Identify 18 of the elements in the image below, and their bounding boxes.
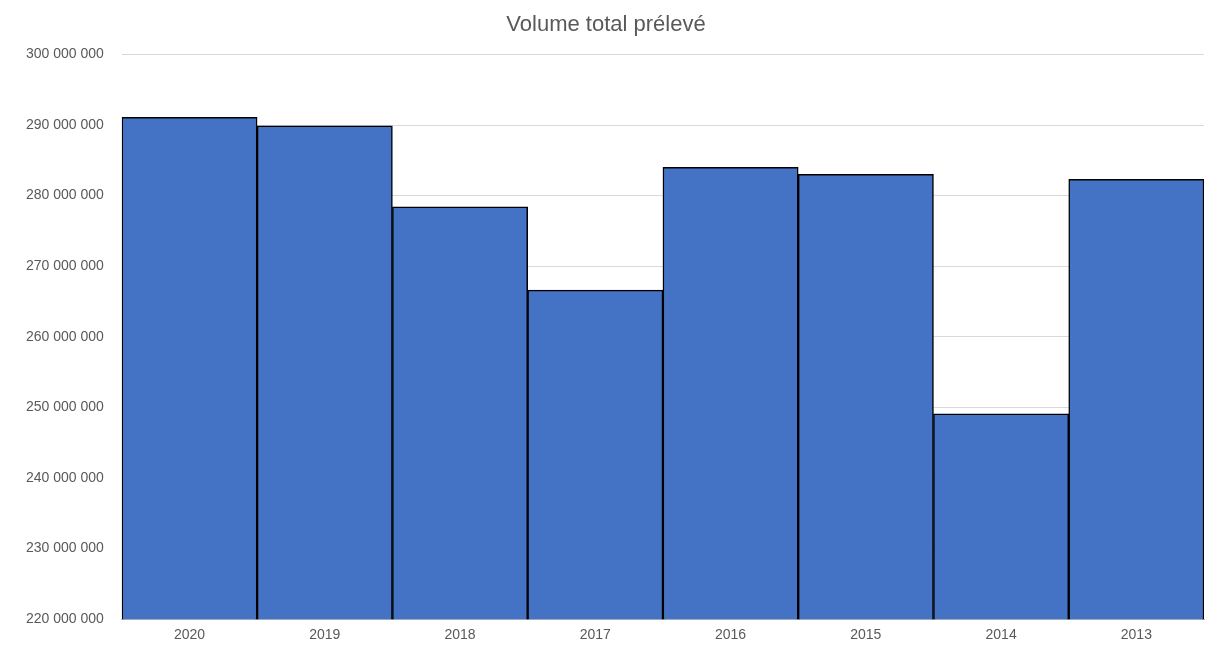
y-tick-label: 240 000 000 (26, 468, 105, 485)
y-tick-label: 250 000 000 (26, 398, 105, 415)
y-tick-label: 260 000 000 (26, 327, 105, 344)
x-tick-label: 2014 (985, 626, 1017, 643)
x-tick-label: 2020 (173, 626, 206, 643)
y-tick-label: 300 000 000 (26, 45, 105, 62)
y-tick-label: 220 000 000 (26, 610, 105, 627)
x-tick-label: 2019 (309, 626, 341, 643)
y-tick-label: 230 000 000 (26, 539, 105, 556)
y-tick-label: 290 000 000 (26, 115, 105, 132)
x-tick-label: 2017 (579, 626, 612, 643)
chart-title: Volume total prélevé (506, 11, 706, 37)
x-tick-label: 2013 (1120, 626, 1153, 643)
x-tick-label: 2018 (444, 626, 476, 643)
y-tick-label: 280 000 000 (26, 186, 105, 203)
x-tick-label: 2015 (850, 626, 882, 643)
x-tick-label: 2016 (714, 626, 747, 643)
y-tick-label: 270 000 000 (26, 257, 105, 274)
